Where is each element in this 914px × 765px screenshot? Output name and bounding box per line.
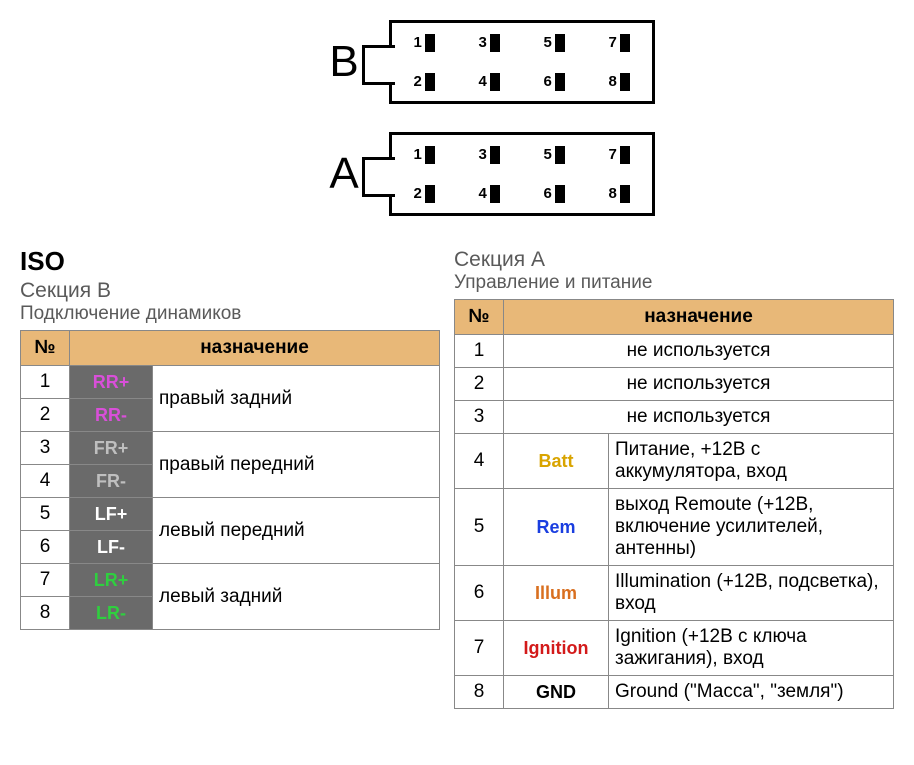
row-desc: правый передний: [153, 432, 440, 498]
table-row: 7IgnitionIgnition (+12В с ключа зажигани…: [455, 621, 894, 676]
row-num: 2: [455, 368, 504, 401]
pin-3: 3: [479, 34, 500, 52]
row-desc: левый задний: [153, 564, 440, 630]
table-row: 2не используется: [455, 368, 894, 401]
row-code: Rem: [504, 489, 609, 566]
table-row: 5Remвыход Remoute (+12В, включение усили…: [455, 489, 894, 566]
pin-6: 6: [544, 73, 565, 91]
connector-a: 1 3 5 7 2 4 6 8: [389, 132, 655, 216]
table-row: 6IllumIllumination (+12В, подсветка), вх…: [455, 566, 894, 621]
connector-a-row: A 1 3 5 7 2 4 6 8: [329, 132, 654, 216]
section-a-subtitle: Управление и питание: [454, 272, 894, 294]
row-num: 1: [455, 335, 504, 368]
connector-b-row: B 1 3 5 7 2 4 6 8: [329, 20, 654, 104]
col-desc-header-a: назначение: [504, 300, 894, 335]
row-num: 6: [21, 531, 70, 564]
section-b-block: ISO Секция В Подключение динамиков № наз…: [20, 246, 440, 630]
table-row: 7LR+левый задний: [21, 564, 440, 597]
row-desc: правый задний: [153, 366, 440, 432]
section-a-table: № назначение 1не используется2не использ…: [454, 299, 894, 709]
row-num: 3: [21, 432, 70, 465]
connector-a-label: A: [329, 149, 358, 199]
row-num: 6: [455, 566, 504, 621]
pin-2: 2: [414, 73, 435, 91]
col-num-header-a: №: [455, 300, 504, 335]
section-a-title: Секция А: [454, 248, 894, 272]
pin-5: 5: [544, 146, 565, 164]
pin-3: 3: [479, 146, 500, 164]
connector-diagrams: B 1 3 5 7 2 4 6 8 A 1 3 5 7 2 4 6 8: [90, 20, 894, 216]
row-num: 4: [21, 465, 70, 498]
row-code: GND: [504, 676, 609, 709]
row-code: LF+: [70, 498, 153, 531]
row-desc: Ground ("Масса", "земля"): [609, 676, 894, 709]
pin-5: 5: [544, 34, 565, 52]
pin-4: 4: [479, 185, 500, 203]
section-b-title: Секция В: [20, 279, 440, 303]
col-num-header: №: [21, 331, 70, 366]
connector-b: 1 3 5 7 2 4 6 8: [389, 20, 655, 104]
row-num: 4: [455, 434, 504, 489]
row-code: LR-: [70, 597, 153, 630]
row-desc: выход Remoute (+12В, включение усилителе…: [609, 489, 894, 566]
pin-7: 7: [609, 146, 630, 164]
pin-6: 6: [544, 185, 565, 203]
table-row: 3не используется: [455, 401, 894, 434]
row-code: LR+: [70, 564, 153, 597]
row-code: RR-: [70, 399, 153, 432]
row-desc: Ignition (+12В с ключа зажигания), вход: [609, 621, 894, 676]
row-code: Ignition: [504, 621, 609, 676]
table-row: 4BattПитание, +12В с аккумулятора, вход: [455, 434, 894, 489]
row-num: 2: [21, 399, 70, 432]
row-num: 8: [21, 597, 70, 630]
section-b-subtitle: Подключение динамиков: [20, 303, 440, 325]
pin-4: 4: [479, 73, 500, 91]
row-num: 3: [455, 401, 504, 434]
row-desc: Питание, +12В с аккумулятора, вход: [609, 434, 894, 489]
section-a-block: Секция А Управление и питание № назначен…: [454, 246, 894, 709]
pin-1: 1: [414, 146, 435, 164]
row-code: RR+: [70, 366, 153, 399]
row-num: 5: [455, 489, 504, 566]
row-num: 8: [455, 676, 504, 709]
row-desc: не используется: [504, 335, 894, 368]
pin-8: 8: [609, 73, 630, 91]
table-row: 3FR+правый передний: [21, 432, 440, 465]
row-num: 7: [455, 621, 504, 676]
table-row: 1RR+правый задний: [21, 366, 440, 399]
pin-1: 1: [414, 34, 435, 52]
row-code: FR-: [70, 465, 153, 498]
row-code: Illum: [504, 566, 609, 621]
pin-2: 2: [414, 185, 435, 203]
row-desc: Illumination (+12В, подсветка), вход: [609, 566, 894, 621]
row-desc: левый передний: [153, 498, 440, 564]
col-desc-header: назначение: [70, 331, 440, 366]
connector-b-label: B: [329, 37, 358, 87]
row-desc: не используется: [504, 368, 894, 401]
row-num: 5: [21, 498, 70, 531]
table-row: 8GNDGround ("Масса", "земля"): [455, 676, 894, 709]
row-num: 7: [21, 564, 70, 597]
section-b-table: № назначение 1RR+правый задний2RR-3FR+пр…: [20, 330, 440, 630]
table-row: 5LF+левый передний: [21, 498, 440, 531]
iso-label: ISO: [20, 246, 440, 277]
row-code: Batt: [504, 434, 609, 489]
row-code: LF-: [70, 531, 153, 564]
pin-7: 7: [609, 34, 630, 52]
row-num: 1: [21, 366, 70, 399]
row-desc: не используется: [504, 401, 894, 434]
table-row: 1не используется: [455, 335, 894, 368]
pin-8: 8: [609, 185, 630, 203]
row-code: FR+: [70, 432, 153, 465]
tables-wrapper: ISO Секция В Подключение динамиков № наз…: [20, 246, 894, 709]
